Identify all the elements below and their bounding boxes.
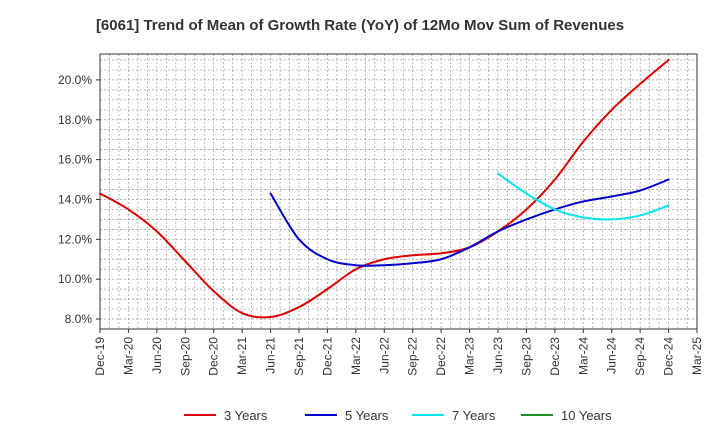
x-tick-label: Sep-21 <box>292 337 306 376</box>
y-tick-label: 10.0% <box>58 272 92 286</box>
x-axis: Dec-19 Mar-20 Jun-20 Sep-20 Dec-20 Mar-21 Jun-… <box>93 329 704 376</box>
x-tick-label: Jun-24 <box>605 337 619 374</box>
legend: 3 Years 5 Years 7 Years 10 Years <box>184 408 612 423</box>
x-tick-label: Sep-22 <box>406 337 420 376</box>
x-tick-label: Jun-22 <box>377 337 391 374</box>
series-line-5-years <box>269 178 670 267</box>
legend-label: 3 Years <box>224 408 268 423</box>
x-tick-label: Dec-20 <box>207 337 221 376</box>
x-tick-label: Mar-20 <box>121 337 135 375</box>
y-axis: 8.0% 10.0% 12.0% 14.0% 16.0% 18.0% 20.0% <box>58 73 100 326</box>
x-tick-label: Dec-22 <box>434 337 448 376</box>
x-tick-label: Dec-21 <box>320 337 334 376</box>
x-tick-label: Jun-21 <box>264 337 278 374</box>
x-tick-label: Mar-23 <box>463 337 477 375</box>
series-line-3-years <box>99 58 670 319</box>
y-tick-label: 12.0% <box>58 232 92 246</box>
legend-label: 7 Years <box>452 408 496 423</box>
y-tick-label: 20.0% <box>58 73 92 87</box>
chart-title: [6061] Trend of Mean of Growth Rate (YoY… <box>96 17 624 34</box>
plot-frame <box>99 53 698 330</box>
y-tick-label: 18.0% <box>58 113 92 127</box>
legend-label: 10 Years <box>561 408 612 423</box>
series-line-7-years <box>497 172 670 221</box>
y-tick-label: 16.0% <box>58 153 92 167</box>
legend-label: 5 Years <box>345 408 389 423</box>
y-tick-label: 8.0% <box>65 312 93 326</box>
x-tick-label: Jun-20 <box>150 337 164 374</box>
x-tick-label: Dec-23 <box>548 337 562 376</box>
x-tick-label: Mar-25 <box>690 337 704 375</box>
x-tick-label: Sep-20 <box>178 337 192 376</box>
x-tick-label: Sep-23 <box>519 337 533 376</box>
x-tick-label: Mar-22 <box>349 337 363 375</box>
x-tick-label: Dec-19 <box>93 337 107 376</box>
x-tick-label: Jun-23 <box>491 337 505 374</box>
x-tick-label: Sep-24 <box>633 337 647 376</box>
x-tick-label: Mar-21 <box>235 337 249 375</box>
grid <box>100 54 697 329</box>
x-tick-label: Mar-24 <box>576 337 590 375</box>
series-lines <box>99 58 670 319</box>
y-tick-label: 14.0% <box>58 192 92 206</box>
x-tick-label: Dec-24 <box>662 337 676 376</box>
